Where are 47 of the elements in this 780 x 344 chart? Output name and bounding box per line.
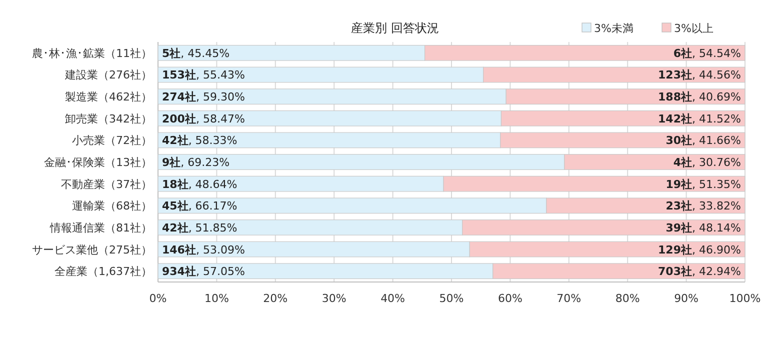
y-tick-label: 情報通信業（81社） [49, 221, 152, 234]
data-label: 703社, 42.94% [658, 265, 741, 278]
x-tick-label: 70% [556, 292, 582, 305]
data-label: 123社, 44.56% [658, 68, 741, 82]
x-tick-label: 0% [149, 292, 167, 305]
x-tick-label: 90% [674, 292, 699, 305]
data-label: 45社, 66.17% [162, 200, 238, 213]
data-label: 39社, 48.14% [666, 221, 741, 234]
y-tick-label: 卸売業（342社） [65, 112, 152, 126]
legend-label: 3%未満 [594, 22, 634, 35]
data-label: 200社, 58.47% [162, 112, 245, 126]
data-label: 934社, 57.05% [162, 265, 245, 278]
data-label: 18社, 48.64% [162, 178, 238, 191]
x-tick-label: 80% [615, 292, 640, 305]
data-label: 188社, 40.69% [658, 90, 741, 104]
data-label: 274社, 59.30% [162, 90, 245, 104]
data-label: 153社, 55.43% [162, 68, 245, 82]
data-label: 142社, 41.52% [658, 112, 741, 126]
data-label: 42社, 51.85% [162, 221, 238, 234]
y-tick-label: 製造業（462社） [65, 90, 152, 104]
y-tick-label: 建設業（276社） [64, 68, 152, 82]
y-tick-label: 農･林･漁･鉱業（11社） [32, 46, 152, 60]
data-label: 30社, 41.66% [666, 134, 741, 148]
data-label: 42社, 58.33% [162, 134, 238, 148]
x-tick-label: 50% [439, 292, 464, 305]
y-tick-label: サービス業他（275社） [32, 243, 152, 256]
data-label: 146社, 53.09% [162, 243, 245, 256]
data-label: 129社, 46.90% [658, 243, 741, 256]
y-tick-label: 不動産業（37社） [61, 178, 152, 191]
data-label: 4社, 30.76% [673, 156, 741, 169]
data-label: 9社, 69.23% [162, 156, 230, 169]
y-tick-label: 金融･保険業（13社） [44, 156, 152, 169]
data-label: 5社, 45.45% [162, 46, 230, 60]
y-tick-label: 全産業（1,637社） [54, 265, 152, 278]
y-tick-label: 小売業（72社） [72, 134, 152, 148]
data-label: 23社, 33.82% [666, 200, 741, 213]
x-tick-label: 30% [322, 292, 346, 305]
x-tick-label: 10% [204, 292, 229, 305]
legend-label: 3%以上 [674, 22, 714, 35]
x-tick-label: 40% [380, 292, 406, 305]
data-label: 6社, 54.54% [673, 46, 741, 60]
chart-title: 産業別 回答状況 [351, 21, 439, 35]
x-tick-label: 20% [263, 292, 288, 305]
x-tick-label: 60% [498, 292, 522, 305]
data-label: 19社, 51.35% [666, 178, 741, 191]
y-tick-label: 運輸業（68社） [72, 200, 152, 213]
x-tick-label: 100% [729, 292, 761, 305]
